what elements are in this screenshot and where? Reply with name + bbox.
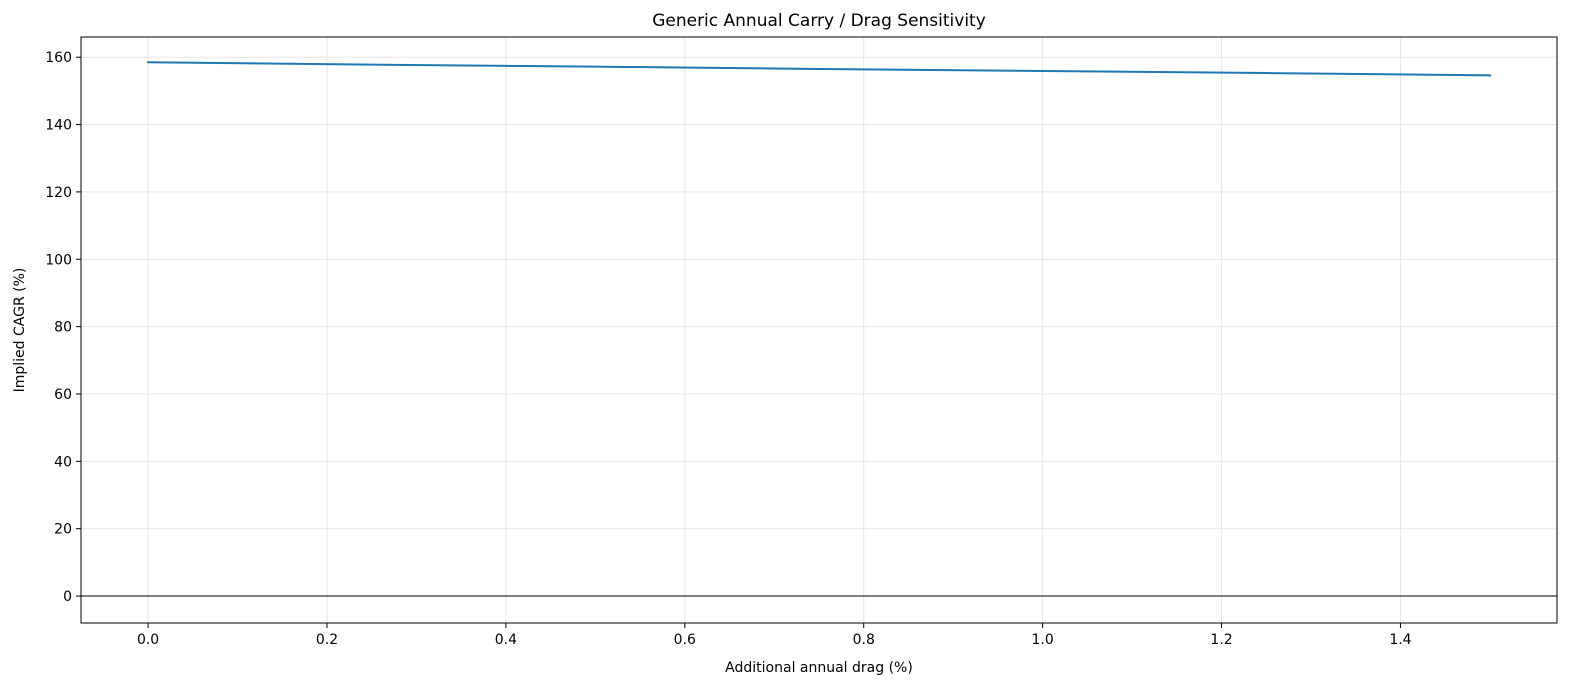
x-tick-label: 1.0 (1032, 632, 1054, 648)
x-tick-label: 0.2 (316, 632, 338, 648)
y-tick-label: 0 (63, 589, 72, 605)
plot-frame (80, 36, 1558, 624)
y-tick-label: 120 (45, 185, 72, 201)
x-tick-label: 1.2 (1210, 632, 1232, 648)
y-tick-label: 160 (45, 50, 72, 66)
series-line (147, 61, 1491, 77)
plot-border (80, 36, 1558, 624)
chart-title: Generic Annual Carry / Drag Sensitivity (652, 11, 986, 31)
y-tick-label: 140 (45, 118, 72, 134)
grid (81, 37, 1557, 623)
x-tick-label: 0.6 (674, 632, 696, 648)
y-axis-ticks: 0 20 40 60 80 100 120 140 160 (45, 50, 81, 605)
y-tick-label: 60 (54, 387, 72, 403)
x-axis-label: Additional annual drag (%) (725, 660, 913, 676)
x-tick-label: 1.4 (1389, 632, 1411, 648)
y-tick-label: 80 (54, 320, 72, 336)
x-tick-label: 0.8 (853, 632, 875, 648)
x-axis-ticks: 0.0 0.2 0.4 0.6 0.8 1.0 1.2 1.4 (137, 623, 1412, 648)
y-axis-label: Implied CAGR (%) (12, 268, 28, 393)
y-tick-label: 100 (45, 252, 72, 268)
y-tick-label: 40 (54, 454, 72, 470)
y-tick-label: 20 (54, 522, 72, 538)
x-tick-label: 0.0 (137, 632, 159, 648)
x-tick-label: 0.4 (495, 632, 517, 648)
series-group (147, 61, 1491, 77)
